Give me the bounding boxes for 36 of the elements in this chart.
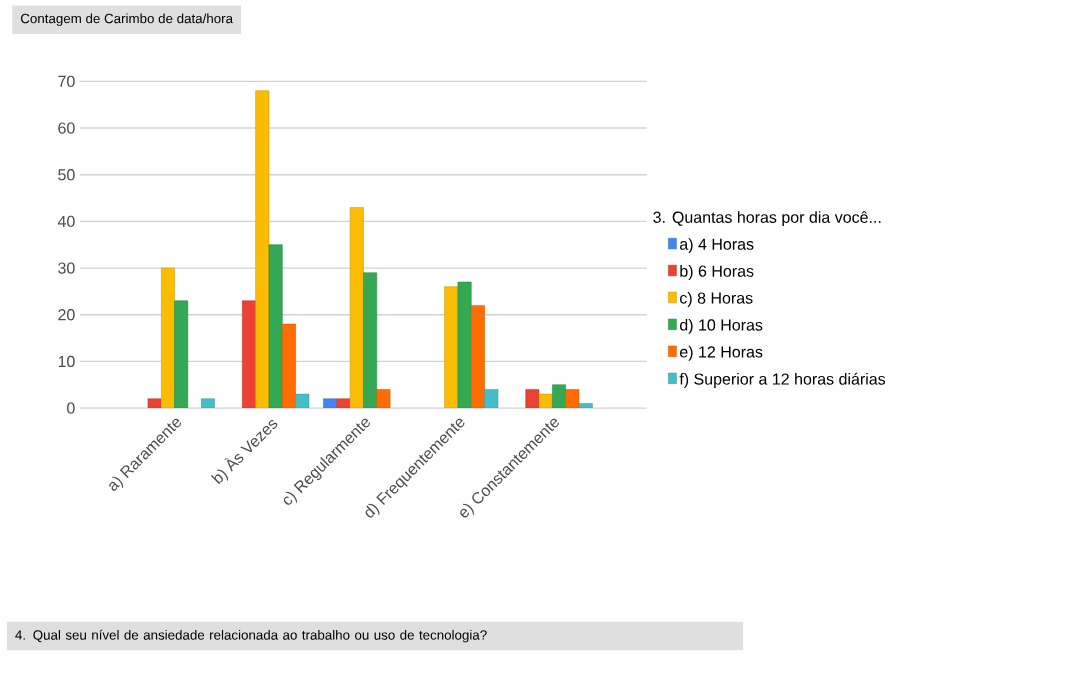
bar [255,90,270,409]
bar [242,300,256,409]
bar [336,398,351,409]
bar [160,267,175,409]
bar [484,389,499,409]
y-tick-label: 60 [58,122,75,134]
bar [538,393,553,409]
text: 4. Qual seu nível de ansiedade relacionada ao trabalho ou uso de tecnologia? [15,629,487,643]
bar [444,286,459,409]
y-tick-label: 10 [58,355,75,368]
y-tick-label: 0 [67,402,75,414]
bar [200,398,215,409]
y-tick-label: 70 [58,75,75,88]
bar [323,398,338,409]
legend-title: 3. Quantas horas por dia você... [653,211,881,227]
bar [295,393,310,409]
bar [578,403,593,409]
bar [147,398,162,409]
legend-label: b) 6 Horas [680,265,754,281]
y-tick-label: 50 [58,169,75,181]
legend-label: c) 8 Horas [680,292,753,307]
bar [268,244,283,409]
y-tick-label: 20 [58,309,75,321]
y-tick-label: 30 [58,262,75,274]
legend-label: a) 4 Horas [680,238,754,254]
bar [174,300,189,409]
bar [552,384,566,409]
bar [349,207,364,409]
legend-label: f) Superior a 12 horas diárias [679,372,886,388]
legend-label: d) 10 Horas [680,318,763,334]
chart-title: Contagem de Carimbo de data/hora [20,13,234,26]
bar [457,281,472,409]
bar [525,389,540,409]
bar [363,272,378,409]
legend-label: e) 12 Horas [680,345,763,361]
y-tick-label: 40 [57,215,75,228]
